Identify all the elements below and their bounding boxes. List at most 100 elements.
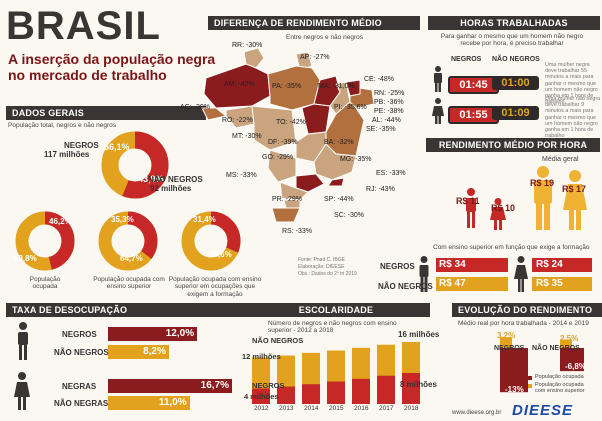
- map-uf-sc: SC: [334, 212, 344, 219]
- nao-negros-label: NÃO NEGROS: [148, 175, 203, 184]
- map-value-ma: -31,0%: [332, 83, 355, 90]
- map-label-al: AL: -44%: [372, 117, 401, 124]
- escolaridade-chart: [252, 342, 420, 404]
- map-uf-sp: SP: [324, 196, 334, 203]
- donut-superior: [98, 211, 158, 271]
- donut3-caption: População ocupada com ensino superior em…: [168, 276, 262, 298]
- horas-header: HORAS TRABALHADAS: [428, 16, 600, 30]
- deso-value-1: 8,2%: [143, 346, 166, 357]
- map-label-rn: RN: -25%: [374, 90, 405, 97]
- map-value-to: -42%: [289, 119, 306, 126]
- deso-label-2: NEGRAS: [62, 382, 97, 391]
- main-donut-negros-arc: [101, 131, 169, 199]
- evo-legend-2: População ocupada com ensino superior: [535, 382, 585, 395]
- map-value-rr: -30%: [246, 42, 263, 49]
- donut-formacao-arc: [181, 211, 241, 271]
- map-label-am: AM: -42%: [224, 81, 255, 88]
- evo-legend-1: População ocupada: [535, 374, 584, 380]
- map-value-al: -44%: [384, 117, 401, 124]
- deso-bar-3: 11,0%: [108, 396, 190, 410]
- esc-bar-negros-2014: [302, 384, 320, 404]
- sup-homem-negro-value: R$ 34: [439, 259, 466, 270]
- esc-nn-end: 16 milhões: [398, 330, 440, 339]
- map-value-pr: -29%: [285, 196, 302, 203]
- evolucao-caption: Médio real por hora trabalhada - 2014 e …: [458, 320, 589, 327]
- nao-negros-count: 92 milhões: [150, 184, 192, 193]
- map-uf-ac: AC: [180, 104, 190, 111]
- esc-bar-negros-2018: [402, 373, 420, 404]
- esc-nn-label: NÃO NEGROS: [252, 336, 304, 345]
- deso-label-1: NÃO NEGROS: [54, 348, 109, 357]
- map-uf-se: SE: [366, 126, 376, 133]
- negros-label: NEGROS: [64, 141, 99, 150]
- evo-n-ocupada: -13%: [505, 385, 524, 394]
- sup-mulher-nao-negra-value: R$ 35: [536, 278, 563, 289]
- sup-mulher-negra-value: R$ 24: [536, 259, 563, 270]
- man-icon-horas: [434, 66, 442, 92]
- escolaridade-caption: Número de negros e não negros com ensino…: [268, 320, 397, 335]
- mapa-source-3: Obs.: Dados do 2º tri 2019: [298, 271, 357, 277]
- map-label-se: SE: -35%: [366, 126, 396, 133]
- esc-year-2013: 2013: [279, 405, 294, 412]
- esc-n-end: 8 milhões: [400, 380, 437, 389]
- donut1-inner: 46,2%: [49, 217, 72, 226]
- esc-year-2017: 2017: [379, 405, 394, 412]
- subtitle-line1: A inserção da população negra: [8, 51, 216, 67]
- map-value-rn: -25%: [388, 90, 405, 97]
- evo-bar-n-ocupada: [500, 348, 528, 393]
- state-pr: [279, 181, 309, 201]
- rend-mulher-negra: R$ 10: [491, 203, 516, 213]
- map-value-ap: -27%: [313, 54, 330, 61]
- main-donut: [101, 131, 169, 199]
- map-value-go: -29%: [276, 154, 294, 161]
- horas-note-1: Uma mulher negra deve trabalhar 55 minut…: [545, 62, 598, 106]
- map-value-ba: -32%: [337, 139, 354, 146]
- desocupacao-header: TAXA DE DESOCUPAÇÃO: [6, 303, 242, 317]
- map-uf-rs: RS: [282, 228, 292, 235]
- esc-bar-negros-2012: [252, 388, 270, 404]
- map-value-am: -42%: [238, 81, 255, 88]
- mapa-header: DIFERENÇA DE RENDIMENTO MÉDIO: [208, 16, 420, 30]
- map-value-pe: -38%: [387, 108, 404, 115]
- dados-gerais-header: DADOS GERAIS: [6, 106, 206, 120]
- donut-ocupada-arc: [15, 211, 75, 271]
- evo-legend-2-swatch: [528, 384, 532, 388]
- map-value-df: -39%: [281, 139, 298, 146]
- mapa-caption: Entre negros e não negros: [286, 34, 363, 41]
- map-value-rj: -43%: [378, 186, 395, 193]
- footer-url[interactable]: www.dieese.org.br: [452, 410, 502, 416]
- donut1-caption: População ocupada: [29, 276, 61, 291]
- state-ap: [295, 51, 313, 71]
- map-uf-go: GO: [262, 154, 273, 161]
- evo-legend-1-swatch: [528, 376, 532, 380]
- map-label-pb: PB: -36%: [374, 99, 404, 106]
- map-label-mt: MT: -30%: [232, 133, 262, 140]
- map-label-pe: PE: -38%: [374, 108, 404, 115]
- map-label-rj: RJ: -43%: [366, 186, 395, 193]
- sup-homem-negro-bar: R$ 34: [436, 258, 508, 272]
- state-ro: [225, 105, 255, 129]
- woman-icon-rend-nao-negra: [563, 170, 587, 230]
- horas-nao-negros-label: NÃO NEGROS: [492, 56, 540, 63]
- evo-negros-label: NEGROS: [494, 345, 525, 352]
- sup-homem-nao-negro-bar: R$ 47: [436, 277, 508, 291]
- deso-bar-0: 12,0%: [108, 327, 198, 341]
- donut-superior-arc: [98, 211, 158, 271]
- map-uf-pr: PR: [272, 196, 282, 203]
- deso-value-0: 12,0%: [165, 328, 195, 339]
- map-value-es: -33%: [389, 170, 406, 177]
- map-label-es: ES: -33%: [376, 170, 406, 177]
- rend-homem-nao-negro: R$ 19: [530, 178, 555, 188]
- state-rs: [271, 207, 301, 223]
- map-uf-ma: MA: [318, 83, 329, 90]
- donut3-inner: 31,4%: [193, 215, 216, 224]
- map-uf-rj: RJ: [366, 186, 375, 193]
- esc-nn-start: 12 milhões: [242, 352, 281, 361]
- map-value-sc: -30%: [347, 212, 364, 219]
- man-icon-superior: [419, 256, 429, 292]
- map-label-ce: CE: -48%: [364, 76, 394, 83]
- map-uf-ap: AP: [300, 54, 310, 61]
- map-uf-pb: PB: [374, 99, 384, 106]
- deso-label-0: NEGROS: [62, 330, 97, 339]
- woman-icon-rend-negra: [490, 198, 506, 230]
